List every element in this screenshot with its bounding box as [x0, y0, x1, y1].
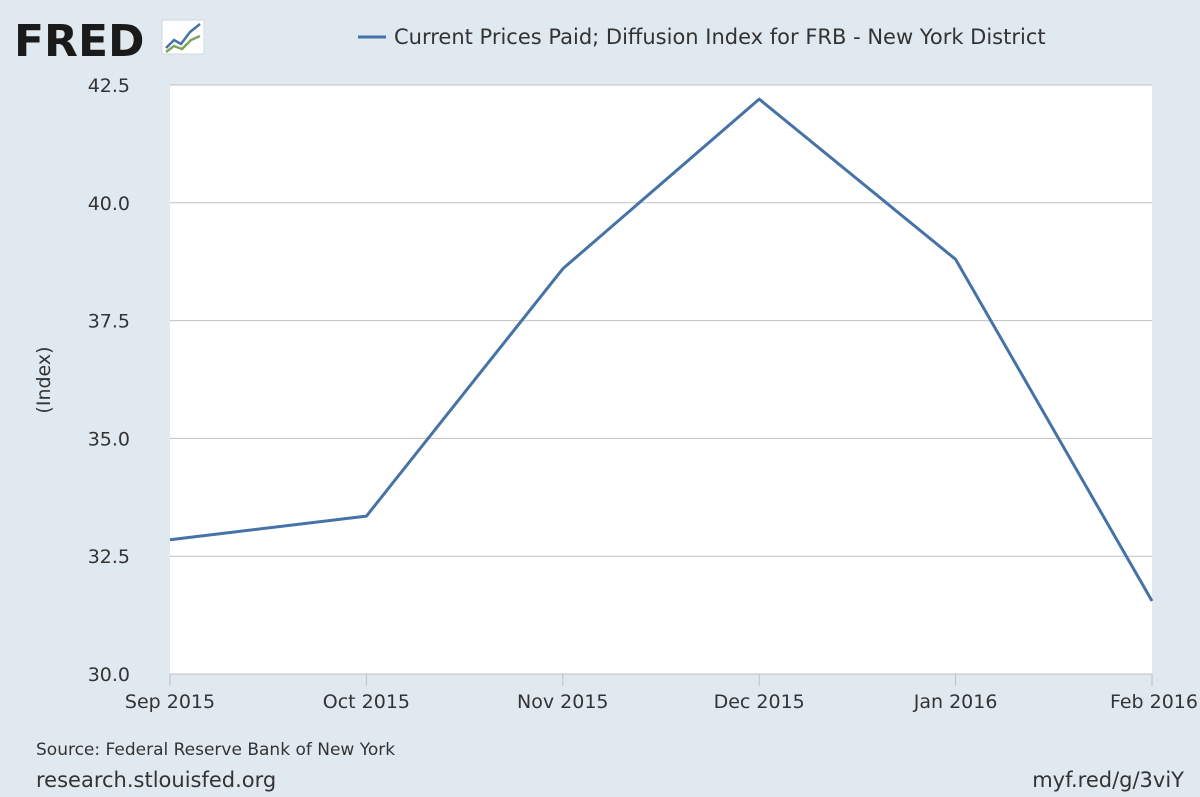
- x-tick-label: Jan 2016: [913, 691, 998, 713]
- fred-logo[interactable]: FRED: [14, 16, 205, 67]
- trend-chart-icon: [161, 19, 205, 55]
- y-tick-label: 37.5: [88, 311, 130, 333]
- x-tick-label: Nov 2015: [517, 691, 608, 713]
- y-tick-label: 42.5: [88, 75, 130, 97]
- y-axis-title: (Index): [33, 346, 55, 413]
- site-link[interactable]: research.stlouisfed.org: [36, 768, 276, 792]
- x-tick-label: Oct 2015: [323, 691, 410, 713]
- y-axis: 42.5 40.0 37.5 35.0 32.5 30.0: [88, 75, 130, 686]
- legend: Current Prices Paid; Diffusion Index for…: [358, 25, 1046, 49]
- y-tick-label: 30.0: [88, 664, 130, 686]
- grid-lines: [170, 84, 1152, 675]
- series-line: [169, 97, 1154, 602]
- x-tick-label: Sep 2015: [125, 691, 215, 713]
- short-link[interactable]: myf.red/g/3viY: [1032, 768, 1184, 792]
- source-text: Source: Federal Reserve Bank of New York: [36, 740, 395, 760]
- x-tick-label: Feb 2016: [1110, 691, 1198, 713]
- x-tick-label: Dec 2015: [714, 691, 805, 713]
- y-tick-label: 32.5: [88, 546, 130, 568]
- logo-text: FRED: [14, 16, 145, 67]
- y-tick-label: 40.0: [88, 193, 130, 215]
- plot-area: [170, 85, 1152, 674]
- y-tick-label: 35.0: [88, 428, 130, 450]
- x-axis: Sep 2015 Oct 2015 Nov 2015 Dec 2015 Jan 2016…: [125, 674, 1198, 713]
- legend-entry: Current Prices Paid; Diffusion Index for…: [394, 25, 1046, 49]
